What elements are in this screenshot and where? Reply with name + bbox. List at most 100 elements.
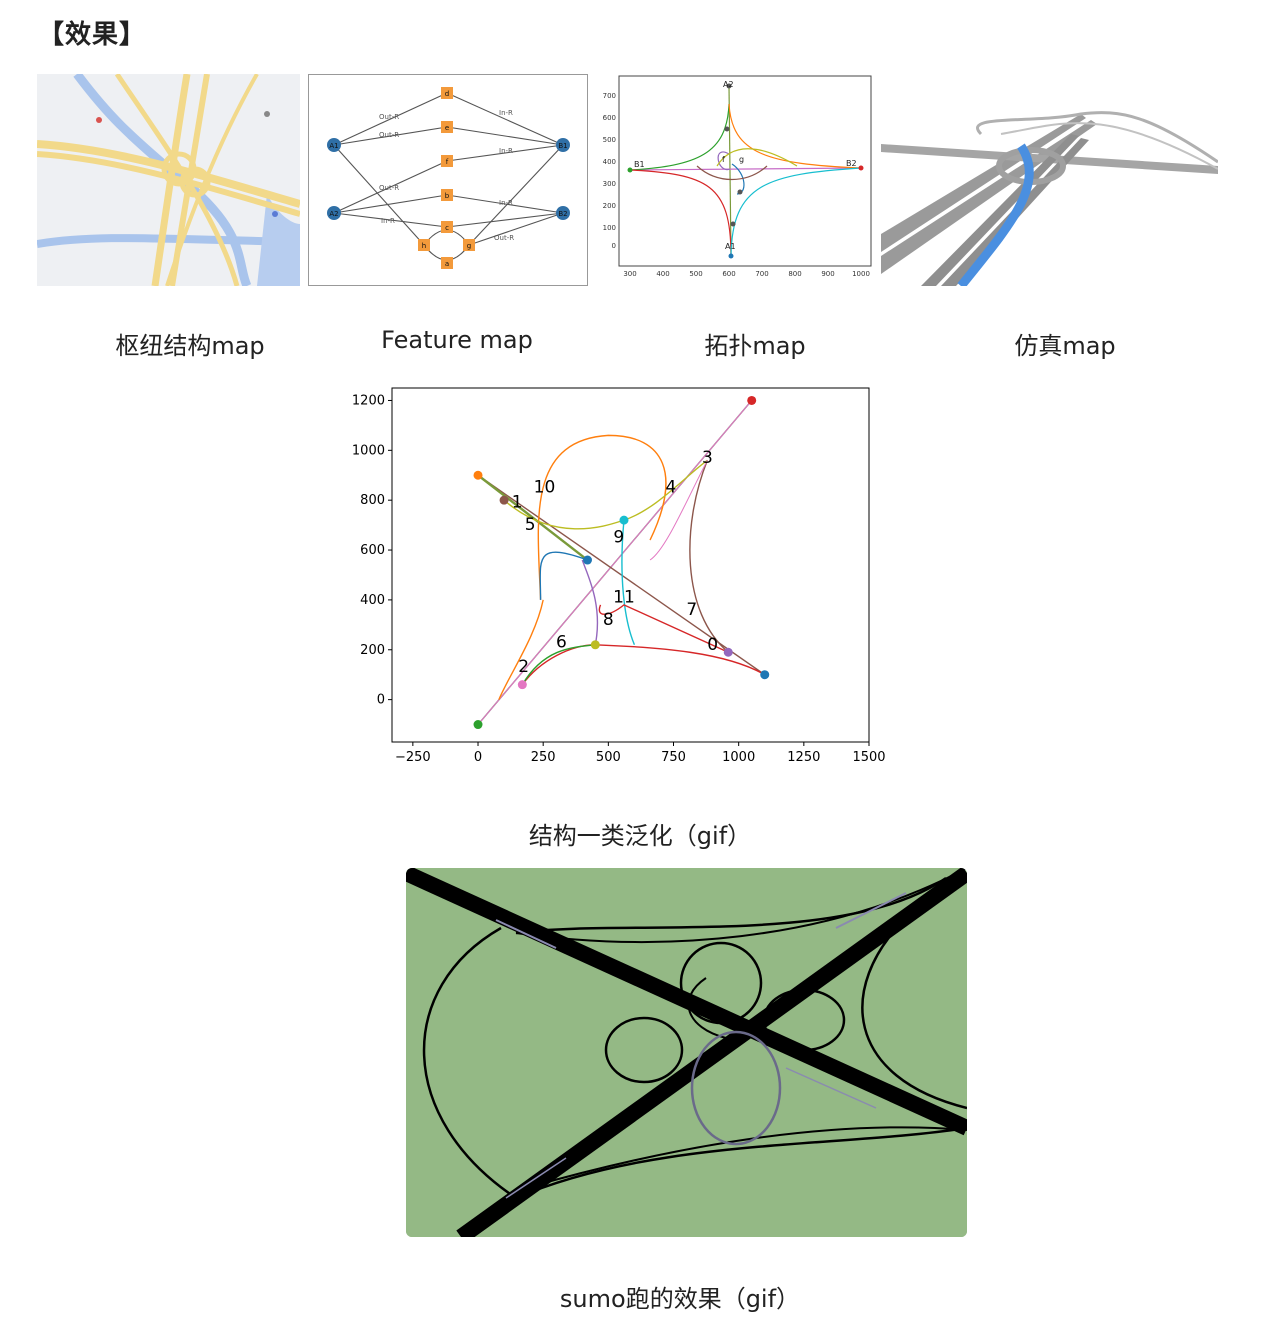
trajectory-line [498,599,544,700]
x-tick-label: 1500 [852,750,885,765]
trajectory-line [477,474,589,561]
node-label: A2 [329,210,338,218]
x-tick-label: −250 [395,750,431,765]
thumbnail-caption: 枢纽结构map [115,332,265,360]
edge-label: Out-R [379,184,399,192]
point-label: 3 [702,448,713,468]
edge-label: Out-R [494,234,514,242]
thumbnail-caption: 拓扑map [704,332,806,360]
x-tick-label: 1250 [787,750,820,765]
endpoint-marker [499,495,509,505]
y-tick-label: 400 [360,593,385,608]
endpoint-marker [473,720,483,730]
x-tick-label: 1000 [852,270,870,278]
section-heading: 【效果】 [38,20,147,50]
node-label: b [445,192,450,200]
x-tick-label: 800 [788,270,801,278]
point-label: 6 [556,632,567,652]
point-label: 9 [613,528,624,548]
node-label: f [722,155,725,164]
node-label: B1 [558,142,567,150]
point-label: 10 [534,478,556,498]
node-label: A1 [725,242,736,251]
endpoint-marker [747,395,757,405]
thumbnail-caption: 仿真map [1014,332,1116,360]
node-label: A2 [723,80,734,89]
node-label: A1 [329,142,338,150]
y-tick-label: 1200 [352,393,385,408]
x-tick-label: 600 [722,270,735,278]
point-label: 5 [525,515,536,535]
node-label: B1 [634,160,645,169]
topology-map-image: 700 600 500 400 300 200 100 0 300 400 50… [597,74,876,286]
edge-label: Out-R [379,131,399,139]
trajectory-line [537,434,667,600]
point-label: 11 [613,587,635,607]
thumbnail-caption: Feature map [381,326,533,354]
x-tick-label: 0 [474,750,482,765]
node-label: g [739,155,744,164]
sumo-simulation-view [406,868,967,1237]
trajectory-line [598,604,729,653]
trajectory-line [689,460,729,653]
endpoint-marker [760,670,770,680]
y-tick-label: 800 [360,493,385,508]
point-label: 4 [665,478,676,498]
edge-label: In-R [499,147,513,155]
y-tick-label: 0 [612,242,616,250]
node-label: B2 [846,159,857,168]
edge-label: In-R [499,199,513,207]
trajectory-line [539,551,588,600]
x-tick-label: 1000 [722,750,755,765]
node-label: c [445,224,449,232]
point-label: 1 [512,493,523,513]
x-tick-label: 300 [623,270,636,278]
node-label: g [467,242,471,250]
endpoint-marker [517,680,527,690]
x-tick-label: 700 [755,270,768,278]
endpoint-marker [582,555,592,565]
y-tick-label: 300 [603,180,616,188]
x-tick-label: 500 [596,750,621,765]
trajectory-line [621,520,636,646]
y-tick-label: 200 [603,202,616,210]
edge-label: Out-R [379,113,399,121]
endpoint-marker [473,470,483,480]
simulation-map-image [881,74,1218,286]
trajectory-line [581,559,599,645]
trajectory-line [477,400,753,725]
point-label: 2 [518,657,529,677]
x-tick-label: 750 [661,750,686,765]
node-label: d [445,90,449,98]
generalization-caption: 结构一类泛化（gif） [528,822,752,850]
node-label: a [445,260,449,268]
x-tick-label: 900 [821,270,834,278]
y-tick-label: 100 [603,224,616,232]
point-label: 8 [603,610,614,630]
x-tick-label: 250 [531,750,556,765]
generalization-plot: 1200 1000 800 600 400 200 0 −250 0 250 500 750 1000 1… [340,380,900,780]
edge-label: In-R [381,217,395,225]
endpoint-marker [619,515,629,525]
junction-structure-map-image [37,74,300,286]
y-tick-label: 600 [603,114,616,122]
feature-map-image: Out-R Out-R In-R In-R In-R Out-R Out-R I… [308,74,588,286]
sumo-caption: sumo跑的效果（gif） [559,1285,801,1313]
y-tick-label: 0 [377,693,385,708]
trajectory-line [521,644,596,686]
node-label: B2 [558,210,567,218]
y-tick-label: 1000 [352,443,385,458]
node-label: h [422,242,426,250]
plot-frame [391,387,870,743]
y-tick-label: 200 [360,643,385,658]
edge-label: In-R [499,109,513,117]
trajectory-line [521,644,766,686]
y-tick-label: 500 [603,136,616,144]
trajectory-line [649,460,708,561]
y-tick-label: 400 [603,158,616,166]
point-label: 7 [686,600,697,620]
node-label: f [446,158,449,166]
node-label: e [445,124,449,132]
x-tick-label: 400 [656,270,669,278]
endpoint-marker [590,640,600,650]
